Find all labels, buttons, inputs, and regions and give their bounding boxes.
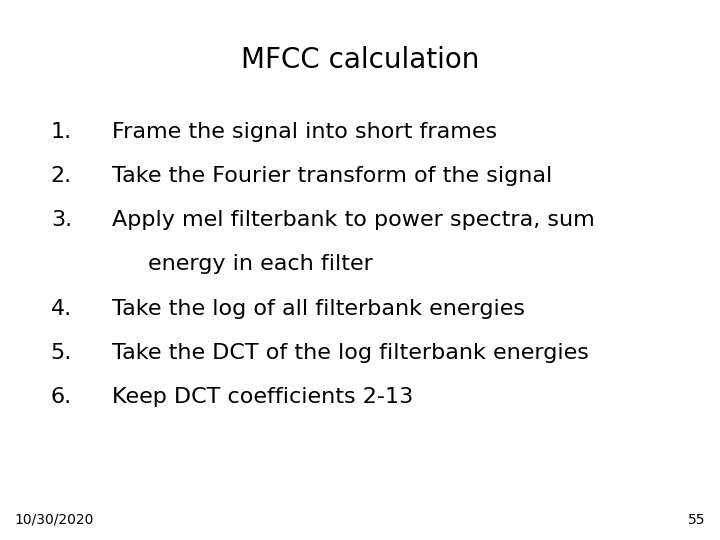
Text: Take the log of all filterbank energies: Take the log of all filterbank energies: [112, 299, 525, 319]
Text: 1.: 1.: [51, 122, 72, 141]
Text: 4.: 4.: [51, 299, 72, 319]
Text: MFCC calculation: MFCC calculation: [240, 46, 480, 74]
Text: Frame the signal into short frames: Frame the signal into short frames: [112, 122, 497, 141]
Text: 3.: 3.: [51, 210, 72, 230]
Text: 6.: 6.: [51, 387, 72, 407]
Text: Take the DCT of the log filterbank energies: Take the DCT of the log filterbank energ…: [112, 343, 588, 363]
Text: Apply mel filterbank to power spectra, sum: Apply mel filterbank to power spectra, s…: [112, 210, 594, 230]
Text: Keep DCT coefficients 2-13: Keep DCT coefficients 2-13: [112, 387, 413, 407]
Text: 2.: 2.: [51, 166, 72, 186]
Text: 5.: 5.: [50, 343, 72, 363]
Text: 55: 55: [688, 512, 706, 526]
Text: 10/30/2020: 10/30/2020: [14, 512, 94, 526]
Text: energy in each filter: energy in each filter: [148, 254, 372, 274]
Text: Take the Fourier transform of the signal: Take the Fourier transform of the signal: [112, 166, 552, 186]
